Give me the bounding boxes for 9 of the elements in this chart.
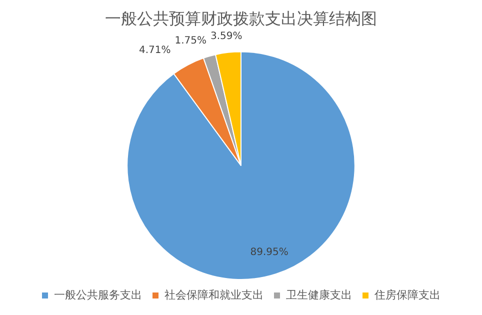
data-label: 3.59% <box>210 31 242 42</box>
data-label: 89.95% <box>250 246 288 258</box>
legend-label: 卫生健康支出 <box>286 288 352 302</box>
legend-label: 住房保障支出 <box>374 288 440 302</box>
chart-title: 一般公共预算财政拨款支出决算结构图 <box>105 8 377 28</box>
legend-label: 社会保障和就业支出 <box>164 288 264 302</box>
legend-label: 一般公共服务支出 <box>54 288 142 302</box>
data-label: 4.71% <box>138 45 171 56</box>
data-label: 1.75% <box>174 35 207 46</box>
